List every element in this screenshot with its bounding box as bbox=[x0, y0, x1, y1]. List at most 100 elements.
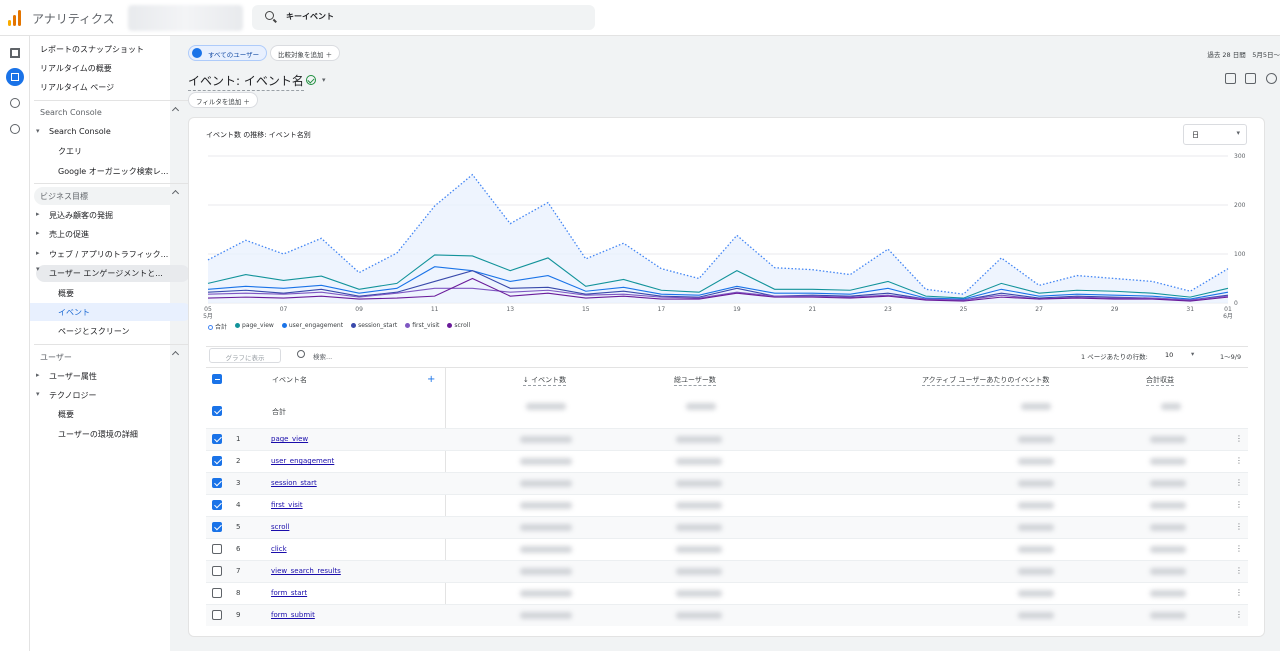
event-name-link[interactable]: page_view bbox=[271, 435, 309, 443]
event-name-link[interactable]: view_search_results bbox=[271, 567, 341, 575]
more-vert-icon[interactable]: ⋮ bbox=[1235, 522, 1243, 531]
sidebar-item-traffic[interactable]: ウェブ / アプリのトラフィック... bbox=[36, 249, 168, 260]
row-checkbox[interactable] bbox=[212, 500, 222, 510]
sidebar-item-tech-details[interactable]: ユーザーの環境の詳細 bbox=[58, 430, 138, 439]
segment-chip[interactable]: すべてのユーザー bbox=[188, 45, 268, 61]
add-filter-button[interactable]: フィルタを追加 ＋ bbox=[188, 92, 258, 108]
redacted-value bbox=[520, 546, 572, 553]
legend-item[interactable]: page_view bbox=[235, 322, 274, 331]
select-all-checkbox[interactable] bbox=[212, 374, 222, 384]
section-search-console[interactable]: Search Console bbox=[34, 104, 188, 122]
col-revenue[interactable]: 合計収益 bbox=[1146, 376, 1174, 386]
search-bar[interactable]: キーイベント bbox=[252, 5, 595, 30]
table-row[interactable]: 8 form_start ⋮ bbox=[206, 582, 1248, 604]
more-vert-icon[interactable]: ⋮ bbox=[1235, 544, 1243, 553]
more-vert-icon[interactable]: ⋮ bbox=[1235, 610, 1243, 619]
sidebar-item-demographics[interactable]: ユーザー属性 bbox=[36, 371, 97, 382]
event-name-link[interactable]: scroll bbox=[271, 523, 290, 531]
table-search-input[interactable]: 検索... bbox=[313, 353, 333, 361]
row-checkbox[interactable] bbox=[212, 610, 222, 620]
explore-icon[interactable] bbox=[6, 94, 24, 112]
col-event-count[interactable]: ↓ イベント数 bbox=[523, 376, 567, 386]
more-vert-icon[interactable]: ⋮ bbox=[1235, 566, 1243, 575]
granularity-select[interactable]: 日 bbox=[1183, 124, 1247, 145]
sidebar-item-realtime-overview[interactable]: リアルタイムの概要 bbox=[40, 64, 112, 73]
table-row[interactable]: 9 form_submit ⋮ bbox=[206, 604, 1248, 626]
sidebar-item-realtime-pages[interactable]: リアルタイム ページ bbox=[40, 83, 115, 92]
date-range[interactable]: 過去 28 日間 5月5日〜 bbox=[1207, 51, 1280, 59]
chevron-down-icon[interactable]: ▾ bbox=[1191, 350, 1195, 358]
row-checkbox[interactable] bbox=[212, 544, 222, 554]
table-row[interactable]: 5 scroll ⋮ bbox=[206, 516, 1248, 538]
row-rank: 2 bbox=[236, 457, 241, 465]
event-name-link[interactable]: session_start bbox=[271, 479, 317, 487]
sidebar-item-leads[interactable]: 見込み顧客の発掘 bbox=[36, 210, 113, 221]
col-event-name[interactable]: イベント名 bbox=[272, 376, 307, 384]
more-vert-icon[interactable]: ⋮ bbox=[1235, 500, 1243, 509]
section-business-objectives[interactable]: ビジネス目標 bbox=[34, 187, 188, 205]
section-users[interactable]: ユーザー bbox=[34, 348, 188, 366]
table-toolbar bbox=[206, 346, 1248, 366]
event-name-link[interactable]: user_engagement bbox=[271, 457, 335, 465]
legend-item[interactable]: scroll bbox=[447, 322, 470, 331]
series-line-total bbox=[207, 173, 1229, 295]
edit-report-icon[interactable] bbox=[1225, 73, 1236, 84]
table-row[interactable]: 3 session_start ⋮ bbox=[206, 472, 1248, 494]
table-row[interactable]: 1 page_view ⋮ bbox=[206, 428, 1248, 450]
analytics-logo-icon[interactable] bbox=[8, 10, 22, 26]
check-circle-icon[interactable] bbox=[306, 75, 316, 85]
row-checkbox[interactable] bbox=[212, 522, 222, 532]
account-selector[interactable] bbox=[128, 5, 243, 31]
x-tick-label: 05 bbox=[204, 306, 212, 313]
sidebar-item-technology[interactable]: テクノロジー bbox=[36, 390, 97, 401]
redacted-value bbox=[676, 590, 722, 597]
sidebar-item-organic-search[interactable]: Google オーガニック検索レ... bbox=[58, 167, 169, 176]
total-checkbox[interactable] bbox=[212, 406, 222, 416]
add-dimension-button[interactable]: + bbox=[427, 374, 436, 385]
compare-columns-icon[interactable] bbox=[1245, 73, 1256, 84]
legend-swatch bbox=[208, 325, 213, 330]
more-vert-icon[interactable]: ⋮ bbox=[1235, 434, 1243, 443]
search-input[interactable]: キーイベント bbox=[286, 12, 334, 21]
event-name-link[interactable]: click bbox=[271, 545, 287, 553]
reports-icon[interactable] bbox=[6, 68, 24, 86]
more-vert-icon[interactable]: ⋮ bbox=[1235, 588, 1243, 597]
more-vert-icon[interactable]: ⋮ bbox=[1235, 478, 1243, 487]
row-checkbox[interactable] bbox=[212, 566, 222, 576]
chevron-down-icon[interactable]: ▾ bbox=[322, 76, 326, 84]
row-checkbox[interactable] bbox=[212, 588, 222, 598]
sidebar-item-sales[interactable]: 売上の促進 bbox=[36, 229, 89, 240]
col-total-users[interactable]: 総ユーザー数 bbox=[674, 376, 716, 386]
insights-icon[interactable] bbox=[1266, 73, 1277, 84]
sidebar-item-pages-screens[interactable]: ページとスクリーン bbox=[58, 327, 130, 336]
plot-rows-button[interactable]: グラフに表示 bbox=[209, 348, 281, 363]
table-row[interactable]: 7 view_search_results ⋮ bbox=[206, 560, 1248, 582]
sidebar-item-engagement[interactable]: ユーザー エンゲージメントと... bbox=[36, 265, 190, 282]
legend-item[interactable]: 合計 bbox=[208, 322, 227, 331]
table-row[interactable]: 4 first_visit ⋮ bbox=[206, 494, 1248, 516]
col-events-per-user[interactable]: アクティブ ユーザーあたりのイベント数 bbox=[922, 376, 1050, 386]
more-vert-icon[interactable]: ⋮ bbox=[1235, 456, 1243, 465]
sidebar-item-snapshot[interactable]: レポートのスナップショット bbox=[40, 45, 144, 54]
advertising-icon[interactable] bbox=[6, 120, 24, 138]
event-name-link[interactable]: form_submit bbox=[271, 611, 315, 619]
sidebar-item-events-active[interactable] bbox=[30, 303, 192, 321]
sidebar-item-queries[interactable]: クエリ bbox=[58, 147, 82, 156]
table-row[interactable]: 6 click ⋮ bbox=[206, 538, 1248, 560]
event-name-link[interactable]: form_start bbox=[271, 589, 308, 597]
home-icon[interactable] bbox=[6, 44, 24, 62]
legend-item[interactable]: first_visit bbox=[405, 322, 439, 331]
sidebar-item-overview[interactable]: 概要 bbox=[58, 289, 74, 298]
row-checkbox[interactable] bbox=[212, 456, 222, 466]
rows-per-page-select[interactable]: 10 bbox=[1165, 351, 1174, 359]
legend-item[interactable]: session_start bbox=[351, 322, 397, 331]
add-comparison-button[interactable]: 比較対象を追加 ＋ bbox=[270, 45, 341, 61]
legend-item[interactable]: user_engagement bbox=[281, 322, 343, 331]
event-name-link[interactable]: first_visit bbox=[271, 501, 303, 509]
row-checkbox[interactable] bbox=[212, 434, 222, 444]
table-row[interactable]: 2 user_engagement ⋮ bbox=[206, 450, 1248, 472]
row-checkbox[interactable] bbox=[212, 478, 222, 488]
sidebar-item-events[interactable]: イベント bbox=[58, 308, 90, 317]
sidebar-item-search-console[interactable]: Search Console bbox=[36, 127, 111, 136]
sidebar-item-tech-overview[interactable]: 概要 bbox=[58, 410, 74, 419]
